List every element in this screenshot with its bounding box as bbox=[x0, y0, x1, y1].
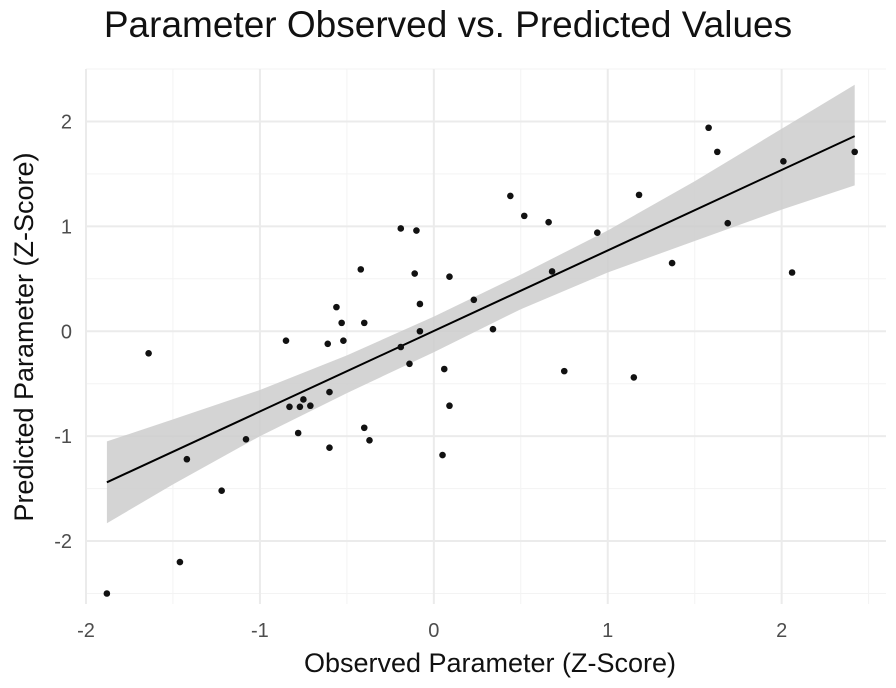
x-tick-label: 0 bbox=[428, 620, 439, 642]
grid bbox=[85, 68, 886, 604]
x-tick-labels: -2 -1 0 1 2 bbox=[77, 620, 787, 642]
x-tick-label: 1 bbox=[602, 620, 613, 642]
data-point bbox=[413, 227, 420, 234]
data-point bbox=[788, 269, 796, 276]
data-point bbox=[439, 451, 446, 459]
data-point bbox=[307, 402, 314, 410]
x-tick-label: 2 bbox=[776, 620, 787, 642]
data-point bbox=[294, 429, 302, 437]
data-point bbox=[520, 212, 528, 220]
data-point bbox=[714, 148, 721, 156]
data-point bbox=[440, 365, 448, 373]
y-tick-label: 1 bbox=[61, 216, 72, 238]
data-point bbox=[397, 343, 405, 351]
data-point bbox=[406, 360, 413, 368]
data-point bbox=[333, 303, 340, 311]
data-point bbox=[145, 349, 152, 357]
data-point bbox=[489, 325, 497, 333]
data-point bbox=[324, 340, 332, 348]
data-point bbox=[411, 270, 418, 277]
data-point bbox=[446, 402, 453, 410]
data-point bbox=[282, 337, 290, 344]
fit-line bbox=[106, 135, 856, 484]
data-point bbox=[705, 124, 712, 132]
chart-title: Parameter Observed vs. Predicted Values bbox=[103, 4, 793, 45]
data-point bbox=[176, 558, 184, 566]
data-point bbox=[780, 158, 787, 165]
data-point bbox=[560, 367, 568, 375]
data-point bbox=[470, 296, 478, 304]
y-tick-label: 0 bbox=[61, 321, 72, 343]
fit-line-group bbox=[106, 135, 856, 484]
data-point bbox=[397, 225, 405, 232]
data-point bbox=[724, 219, 732, 227]
confidence-band bbox=[106, 84, 855, 524]
data-point bbox=[218, 487, 225, 495]
data-point bbox=[286, 403, 293, 411]
data-point bbox=[548, 268, 556, 275]
x-tick-label: -1 bbox=[251, 620, 269, 642]
data-point bbox=[326, 444, 333, 451]
data-point bbox=[360, 424, 368, 432]
data-point bbox=[851, 148, 858, 156]
data-point bbox=[366, 437, 373, 444]
y-tick-label: -1 bbox=[54, 426, 72, 448]
data-point bbox=[416, 327, 424, 335]
x-axis-label: Observed Parameter (Z-Score) bbox=[304, 648, 676, 678]
y-axis-label: Predicted Parameter (Z-Score) bbox=[9, 152, 39, 521]
data-point bbox=[416, 300, 424, 308]
data-point bbox=[338, 319, 345, 327]
confidence-band-area bbox=[106, 84, 855, 524]
y-tick-label: -2 bbox=[54, 531, 72, 553]
data-point bbox=[635, 191, 643, 199]
data-point bbox=[668, 259, 676, 267]
data-point bbox=[296, 403, 304, 411]
data-points bbox=[103, 124, 858, 597]
data-point bbox=[326, 388, 333, 396]
data-point bbox=[507, 192, 514, 200]
data-point bbox=[446, 273, 453, 281]
x-tick-label: -2 bbox=[77, 620, 95, 642]
data-point bbox=[360, 319, 368, 327]
y-tick-labels: -2 -1 0 1 2 bbox=[54, 111, 72, 553]
data-point bbox=[242, 436, 250, 443]
data-point bbox=[545, 218, 552, 226]
data-point bbox=[630, 374, 638, 381]
data-point bbox=[300, 396, 307, 403]
data-point bbox=[183, 455, 191, 463]
data-point bbox=[357, 266, 365, 273]
y-tick-label: 2 bbox=[61, 111, 72, 133]
data-point bbox=[103, 590, 111, 597]
data-point bbox=[594, 229, 601, 236]
data-point bbox=[340, 337, 347, 344]
